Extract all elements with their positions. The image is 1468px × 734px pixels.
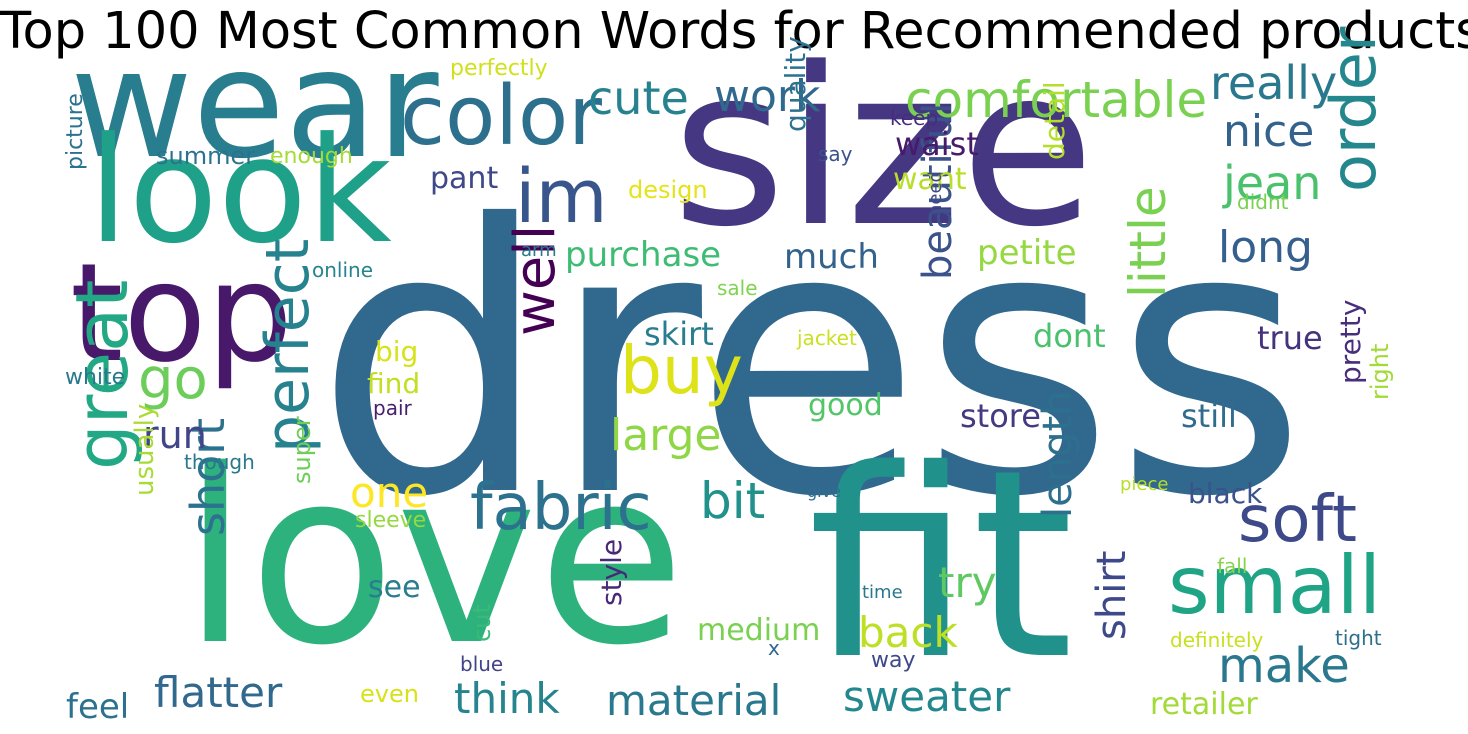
word-wear: wear	[70, 18, 439, 192]
word-run: run	[143, 413, 207, 457]
word-soft: soft	[1238, 483, 1357, 557]
word-really: really	[1210, 56, 1338, 110]
word-big: big	[375, 335, 419, 368]
word-dont: dont	[1033, 317, 1106, 355]
word-size: size	[672, 22, 1095, 275]
word-find: find	[367, 367, 421, 400]
word-detail: detail	[1038, 81, 1071, 160]
word-small: small	[1168, 539, 1382, 632]
word-nice: nice	[1223, 106, 1315, 157]
word-way: way	[871, 648, 916, 673]
word-back: back	[858, 608, 958, 657]
word-need: need	[925, 171, 946, 216]
word-one: one	[350, 468, 429, 517]
word-look: look	[88, 106, 392, 276]
word-make: make	[1218, 638, 1350, 694]
word-style: style	[595, 538, 628, 606]
word-fit: fit	[808, 415, 1074, 717]
word-tight: tight	[1335, 626, 1382, 650]
word-design: design	[628, 176, 708, 204]
word-black: black	[1188, 477, 1263, 510]
word-keep: keep	[890, 106, 939, 130]
word-even: even	[360, 680, 419, 708]
word-definitely: definitely	[1170, 628, 1264, 652]
word-picture: picture	[63, 93, 88, 170]
word-sale: sale	[717, 276, 758, 300]
word-go: go	[138, 347, 208, 412]
word-white: white	[65, 365, 126, 390]
word-piece: piece	[1120, 474, 1169, 495]
word-petite: petite	[977, 233, 1077, 273]
word-feel: feel	[66, 687, 130, 727]
word-pair: pair	[373, 396, 412, 420]
word-quality: quality	[779, 36, 812, 132]
word-usually: usually	[130, 403, 160, 496]
word-fabric: fabric	[470, 471, 652, 545]
word-medium: medium	[697, 613, 821, 648]
word-time: time	[862, 582, 903, 603]
word-super: super	[288, 416, 316, 484]
word-think: think	[454, 674, 560, 723]
word-love: love	[182, 418, 686, 698]
word-retailer: retailer	[1150, 687, 1258, 722]
word-perfectly: perfectly	[450, 56, 548, 81]
word-large: large	[610, 410, 722, 461]
word-sweater: sweater	[843, 672, 1011, 721]
word-pant: pant	[430, 161, 499, 196]
word-little: little	[1119, 186, 1177, 298]
word-jean: jean	[1223, 156, 1322, 210]
word-online: online	[312, 258, 374, 282]
word-work: work	[714, 71, 821, 122]
word-want: want	[893, 162, 967, 197]
word-blue: blue	[460, 652, 504, 676]
word-much: much	[784, 237, 879, 277]
word-though: though	[184, 450, 255, 474]
word-shirt: shirt	[1089, 550, 1135, 640]
word-fall: fall	[1217, 554, 1248, 578]
word-waist: waist	[895, 125, 979, 163]
word-buy: buy	[620, 332, 743, 409]
word-flatter: flatter	[154, 668, 283, 717]
word-length: length	[1035, 390, 1081, 519]
word-purchase: purchase	[565, 235, 722, 275]
word-say: say	[818, 142, 853, 166]
word-true: true	[1257, 319, 1323, 357]
word-material: material	[606, 676, 782, 725]
word-sleeve: sleeve	[355, 508, 427, 533]
word-give: give	[807, 482, 841, 501]
word-bit: bit	[700, 472, 766, 530]
word-cloud: dress size love fit wear look top color im great p…	[60, 27, 1406, 727]
word-im: im	[515, 154, 608, 240]
word-skirt: skirt	[644, 315, 714, 353]
chart-title: Top 100 Most Common Words for Recommende…	[0, 2, 1468, 61]
word-long: long	[1218, 222, 1313, 273]
word-cut: cut	[468, 604, 496, 642]
word-comfortable: comfortable	[905, 71, 1208, 129]
word-didnt: didnt	[1237, 190, 1289, 214]
word-summer: summer	[156, 142, 256, 170]
word-right: right	[1366, 343, 1394, 400]
word-pretty: pretty	[1334, 299, 1367, 384]
word-cute: cute	[588, 71, 689, 125]
word-store: store	[960, 397, 1041, 435]
word-x: x	[768, 636, 780, 660]
word-arm: arm	[521, 240, 557, 261]
word-color: color	[400, 69, 602, 164]
word-jacket: jacket	[797, 326, 857, 350]
word-good: good	[808, 388, 883, 423]
word-try: try	[938, 558, 997, 607]
word-still: still	[1181, 397, 1237, 435]
word-enough: enough	[270, 144, 353, 169]
word-top: top	[70, 235, 293, 393]
word-see: see	[368, 570, 421, 605]
word-dress: dress	[315, 148, 1308, 578]
